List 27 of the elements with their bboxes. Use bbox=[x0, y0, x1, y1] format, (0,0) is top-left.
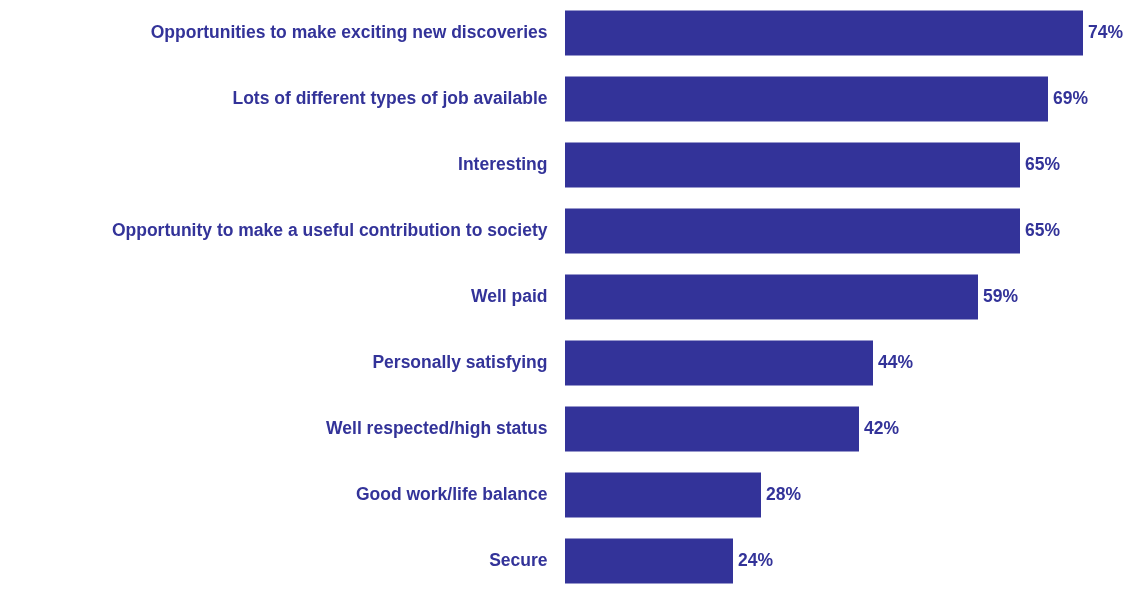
bar bbox=[565, 10, 1083, 56]
y-tick-label: Opportunities to make exciting new discoveries bbox=[150, 22, 548, 42]
y-tick-label: Well paid bbox=[471, 286, 548, 306]
data-label: 44% bbox=[878, 352, 914, 372]
bar bbox=[565, 340, 873, 386]
y-tick-label: Interesting bbox=[458, 154, 548, 174]
data-label: 28% bbox=[766, 484, 802, 504]
data-label: 65% bbox=[1025, 220, 1061, 240]
data-label: 74% bbox=[1088, 22, 1124, 42]
y-tick-label: Opportunity to make a useful contribution to society bbox=[111, 220, 548, 240]
data-label: 24% bbox=[738, 550, 774, 570]
data-label: 65% bbox=[1025, 154, 1061, 174]
y-tick-label: Secure bbox=[489, 550, 548, 570]
data-label: 42% bbox=[864, 418, 900, 438]
data-label: 59% bbox=[983, 286, 1019, 306]
bar bbox=[565, 208, 1020, 254]
data-label: 69% bbox=[1053, 88, 1089, 108]
y-tick-label: Lots of different types of job available bbox=[232, 88, 548, 108]
bar bbox=[565, 76, 1048, 122]
bar bbox=[565, 274, 978, 320]
y-tick-label: Well respected/high status bbox=[326, 418, 548, 438]
y-tick-label: Personally satisfying bbox=[372, 352, 548, 372]
y-tick-label: Good work/life balance bbox=[355, 484, 548, 504]
bar bbox=[565, 472, 761, 518]
bar bbox=[565, 142, 1020, 188]
bar bbox=[565, 538, 733, 584]
bar bbox=[565, 406, 859, 452]
